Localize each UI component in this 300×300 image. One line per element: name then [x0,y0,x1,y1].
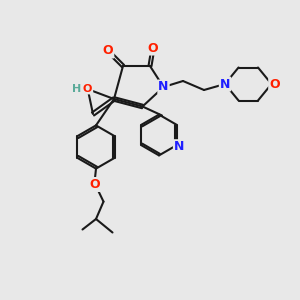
Text: O: O [83,83,92,94]
Text: N: N [220,77,230,91]
Text: H: H [72,83,81,94]
Text: O: O [103,44,113,58]
Text: N: N [158,80,169,94]
Text: O: O [148,41,158,55]
Text: O: O [269,77,280,91]
Text: N: N [174,140,184,153]
Text: O: O [89,178,100,191]
